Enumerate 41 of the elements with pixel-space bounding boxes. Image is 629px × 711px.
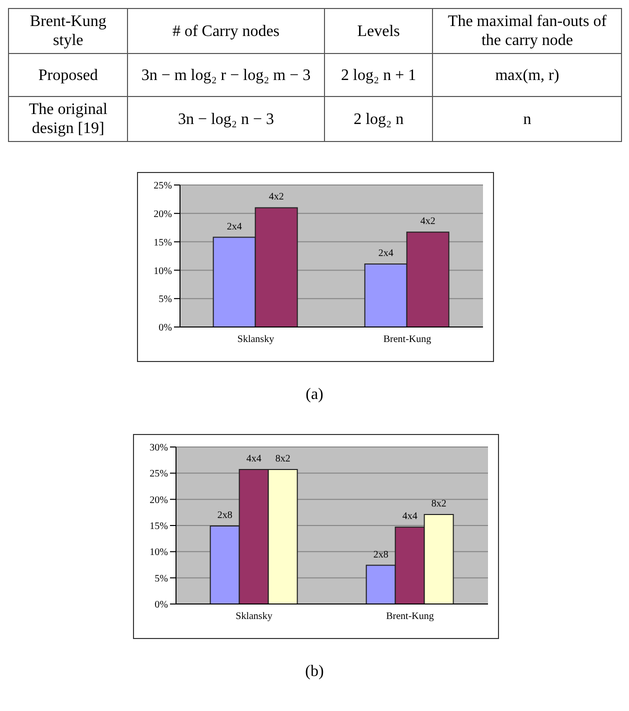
text: The original design [19] (28, 101, 108, 137)
category-label: Levels (324, 8, 433, 54)
series-label: 4x2 (268, 192, 284, 203)
text: (a) (304, 386, 324, 404)
text: 2 log₂ n (354, 110, 404, 128)
series-label: 2x8 (217, 510, 232, 522)
y-tick-label: 20% (154, 208, 172, 220)
text: max(m, r) (495, 66, 560, 84)
text: 3n − log₂ n − 3 (178, 110, 274, 128)
y-tick-label: 5% (154, 573, 168, 584)
category-label: The maximal fan-outs of the carry node (432, 8, 622, 54)
text: 3n − m log₂ r − log₂ m − 3 (141, 66, 311, 84)
y-tick-label: 0% (154, 600, 168, 611)
x-tick-label: Sklansky (236, 611, 272, 622)
series-label: 2x4 (226, 221, 242, 232)
text: 4x2 (420, 216, 436, 228)
y-tick-label: 5% (158, 294, 172, 306)
y-tick-label: 25% (150, 468, 168, 480)
y-tick-label: 15% (150, 521, 168, 532)
y-tick-label: 10% (154, 266, 172, 277)
text: n (523, 110, 532, 128)
x-tick-label: Sklansky (237, 334, 274, 346)
y-tick-label: 10% (150, 547, 168, 558)
series-label: 4x4 (246, 454, 262, 465)
y-tick-label: 20% (150, 494, 168, 506)
text: 2x4 (378, 248, 394, 259)
y-tick-label: 25% (154, 180, 172, 192)
text: 2x8 (373, 549, 388, 560)
y-tick-label: 30% (150, 442, 168, 454)
text: Proposed (38, 66, 98, 84)
y-tick-label: 15% (154, 237, 172, 248)
category-label: # of Carry nodes (128, 8, 324, 54)
x-tick-label: Brent-Kung (386, 611, 434, 622)
text: 4x4 (402, 511, 418, 522)
text: (b) (304, 663, 325, 681)
y-tick-label: 0% (158, 322, 172, 334)
category-label: Brent-Kung style (8, 8, 128, 54)
text: 2 log₂ n + 1 (341, 66, 416, 84)
series-label: 8x2 (275, 454, 290, 465)
text: 8x2 (431, 498, 446, 510)
x-tick-label: Brent-Kung (383, 334, 432, 346)
